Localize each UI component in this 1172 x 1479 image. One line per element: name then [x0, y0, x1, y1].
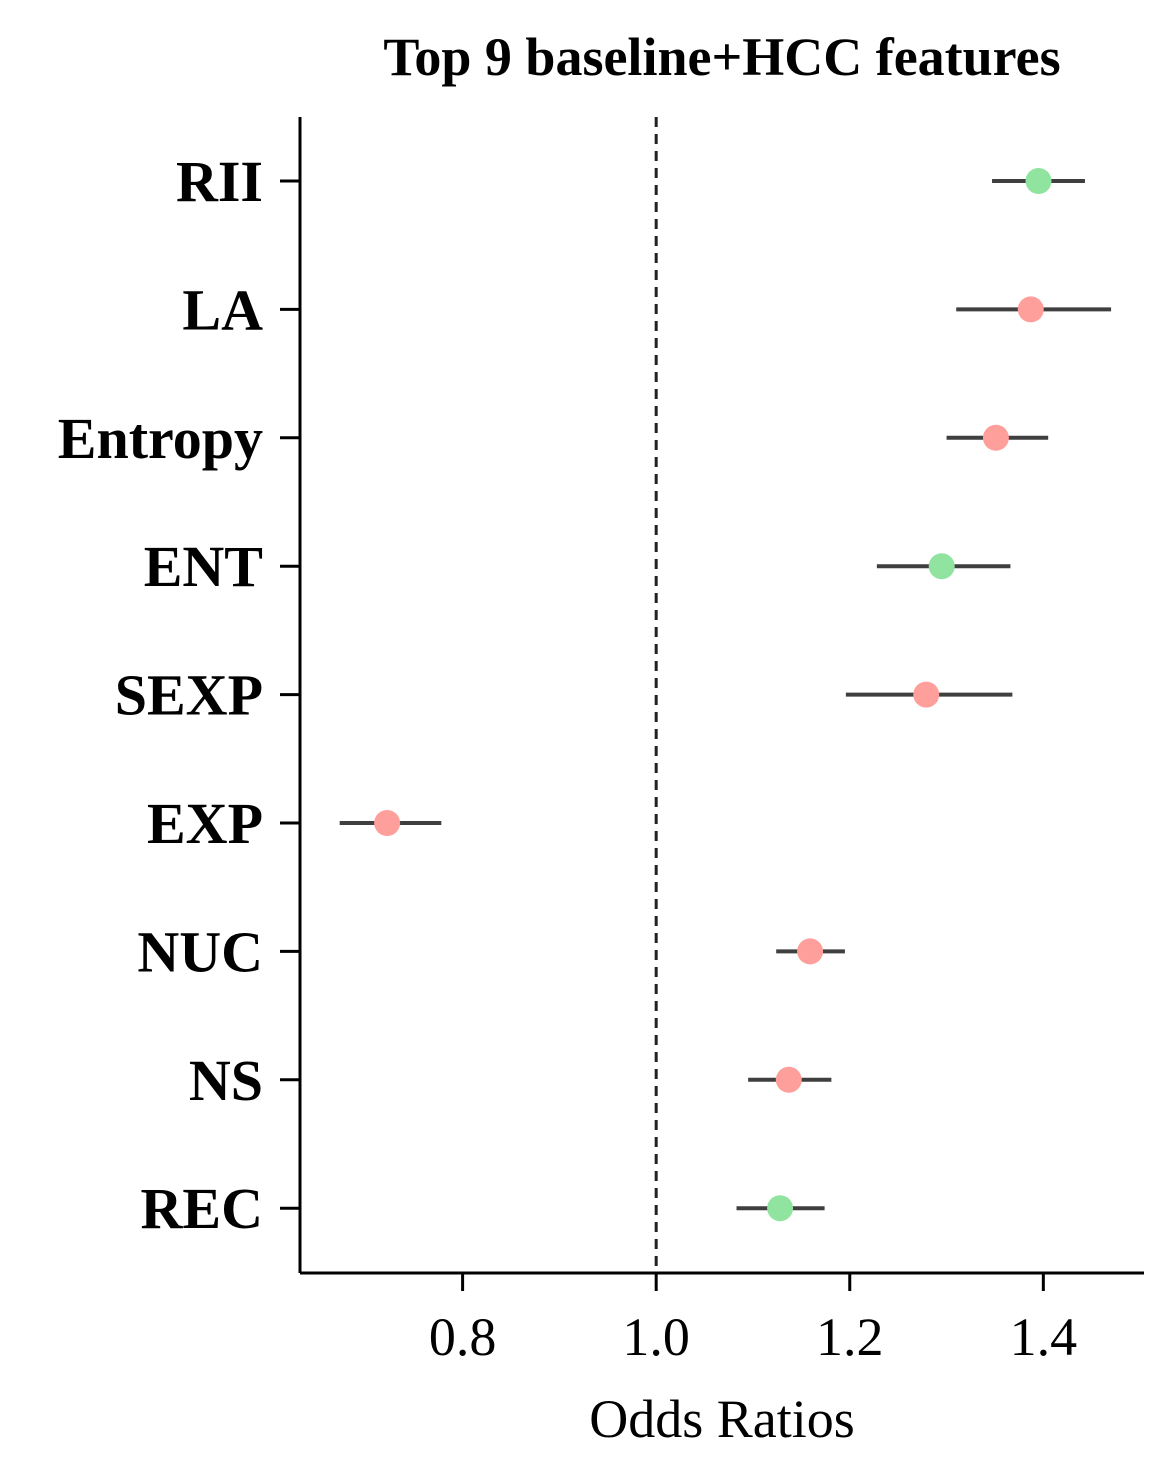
- y-tick-label-la: LA: [182, 277, 263, 342]
- x-tick-label: 0.8: [429, 1307, 497, 1367]
- y-tick-label-rec: REC: [141, 1176, 263, 1241]
- point-ns: [775, 1066, 802, 1093]
- y-tick-label-entropy: Entropy: [58, 406, 263, 471]
- plot-area: [339, 117, 1112, 1273]
- y-axis-ticks: RII LA Entropy ENT SEXP EXP NUC NS REC: [58, 149, 300, 1241]
- point-nuc: [797, 938, 824, 965]
- chart-title: Top 9 baseline+HCC features: [383, 27, 1060, 87]
- x-axis-ticks: 0.8 1.0 1.2 1.4: [429, 1273, 1077, 1367]
- point-rii: [1025, 168, 1052, 194]
- point-sexp: [913, 681, 940, 708]
- x-tick-label: 1.2: [816, 1307, 884, 1367]
- point-ent: [928, 553, 955, 580]
- point-la: [1017, 296, 1044, 323]
- y-tick-label-sexp: SEXP: [115, 663, 263, 728]
- y-tick-label-ent: ENT: [144, 534, 263, 599]
- y-tick-label-ns: NS: [189, 1048, 263, 1113]
- y-tick-label-rii: RII: [176, 149, 263, 214]
- point-entropy: [982, 424, 1009, 451]
- x-axis-label: Odds Ratios: [589, 1389, 855, 1449]
- point-exp: [374, 810, 401, 836]
- y-tick-label-nuc: NUC: [137, 919, 263, 984]
- x-tick-label: 1.0: [622, 1307, 690, 1367]
- x-tick-label: 1.4: [1010, 1307, 1078, 1367]
- point-rec: [767, 1195, 794, 1222]
- y-tick-label-exp: EXP: [147, 791, 263, 856]
